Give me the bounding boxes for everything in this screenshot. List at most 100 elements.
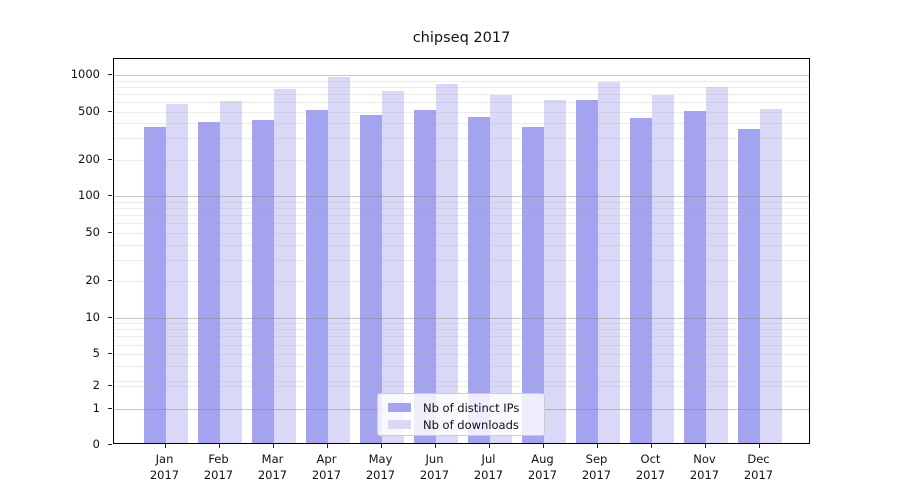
y-tick-mark (108, 111, 112, 112)
y-tick-mark (108, 444, 112, 445)
gridline (114, 318, 809, 319)
y-tick-label: 10 (85, 310, 100, 324)
legend-label-distinct-ips: Nb of distinct IPs (423, 400, 520, 415)
gridline (114, 366, 809, 367)
y-tick-mark (108, 159, 112, 160)
y-tick-label: 5 (92, 346, 100, 360)
gridline (114, 381, 809, 382)
gridline (114, 323, 809, 324)
bar-downloads-feb (219, 100, 242, 443)
bar-distinct-ips-jul (467, 117, 490, 443)
gridline (114, 87, 809, 88)
x-tick-mark (542, 444, 544, 448)
gridline (114, 160, 809, 161)
x-tick-label: Apr 2017 (311, 452, 342, 482)
gridline (114, 386, 809, 387)
bar-distinct-ips-nov (683, 111, 706, 443)
gridline (114, 81, 809, 82)
x-tick-mark (326, 444, 328, 448)
legend-swatch-distinct-ips (388, 403, 411, 412)
x-tick-mark (488, 444, 490, 448)
x-tick-label: Jun 2017 (419, 452, 450, 482)
gridline (114, 75, 809, 76)
y-tick-label: 500 (78, 104, 100, 118)
gridline (114, 336, 809, 337)
bar-distinct-ips-apr (305, 110, 328, 443)
gridline (114, 223, 809, 224)
y-tick-mark (108, 74, 112, 75)
legend: Nb of distinct IPs Nb of downloads (377, 393, 545, 436)
x-tick-label: Aug 2017 (527, 452, 558, 482)
y-tick-label: 1 (92, 401, 100, 415)
gridline (114, 233, 809, 234)
x-tick-mark (434, 444, 436, 448)
gridline (114, 112, 809, 113)
gridline (114, 215, 809, 216)
y-tick-label: 0 (92, 437, 100, 451)
x-tick-mark (218, 444, 220, 448)
gridline (114, 245, 809, 246)
y-tick-label: 1000 (70, 67, 100, 81)
gridline (114, 329, 809, 330)
gridline (114, 138, 809, 139)
x-tick-label: Jan 2017 (149, 452, 180, 482)
y-tick-mark (108, 195, 112, 196)
bar-distinct-ips-feb (197, 121, 220, 443)
y-tick-mark (108, 353, 112, 354)
gridline (114, 354, 809, 355)
bar-downloads-mar (273, 88, 296, 443)
x-tick-label: Jul 2017 (473, 452, 504, 482)
x-tick-mark (596, 444, 598, 448)
gridline (114, 260, 809, 261)
bar-distinct-ips-aug (521, 126, 544, 443)
gridline (114, 123, 809, 124)
x-tick-label: Feb 2017 (203, 452, 234, 482)
x-tick-label: May 2017 (365, 452, 396, 482)
y-tick-mark (108, 317, 112, 318)
bar-distinct-ips-mar (251, 119, 274, 443)
x-tick-label: Sep 2017 (581, 452, 612, 482)
x-tick-label: Mar 2017 (257, 452, 288, 482)
x-tick-mark (380, 444, 382, 448)
plot-area (113, 58, 810, 444)
y-tick-label: 20 (85, 273, 100, 287)
chart-title: chipseq 2017 (412, 30, 511, 46)
bar-distinct-ips-may (359, 115, 382, 443)
x-tick-mark (758, 444, 760, 448)
x-tick-mark (164, 444, 166, 448)
gridline (114, 281, 809, 282)
bar-distinct-ips-sep (575, 99, 598, 443)
x-tick-label: Nov 2017 (689, 452, 720, 482)
bar-downloads-may (381, 90, 404, 443)
y-tick-label: 50 (85, 225, 100, 239)
gridline (114, 102, 809, 103)
bar-downloads-jun (435, 84, 458, 443)
y-tick-label: 200 (78, 152, 100, 166)
bar-downloads-nov (705, 87, 728, 443)
y-tick-mark (108, 385, 112, 386)
bar-distinct-ips-jun (413, 110, 436, 443)
bar-downloads-apr (327, 76, 350, 443)
bar-downloads-aug (543, 100, 566, 443)
legend-item-downloads: Nb of downloads (388, 416, 544, 433)
bar-distinct-ips-jan (143, 126, 166, 443)
bar-downloads-oct (651, 94, 674, 443)
gridline (114, 345, 809, 346)
y-tick-mark (108, 408, 112, 409)
x-tick-mark (650, 444, 652, 448)
bar-downloads-sep (597, 81, 620, 443)
gridline (114, 94, 809, 95)
x-tick-label: Oct 2017 (635, 452, 666, 482)
y-tick-label: 100 (78, 188, 100, 202)
gridline (114, 202, 809, 203)
legend-label-downloads: Nb of downloads (423, 417, 519, 432)
gridline (114, 196, 809, 197)
x-tick-mark (272, 444, 274, 448)
x-tick-label: Dec 2017 (743, 452, 774, 482)
y-tick-mark (108, 232, 112, 233)
legend-swatch-downloads (388, 420, 411, 429)
legend-item-distinct-ips: Nb of distinct IPs (388, 399, 544, 416)
bar-distinct-ips-dec (737, 129, 760, 443)
y-tick-label: 2 (92, 378, 100, 392)
